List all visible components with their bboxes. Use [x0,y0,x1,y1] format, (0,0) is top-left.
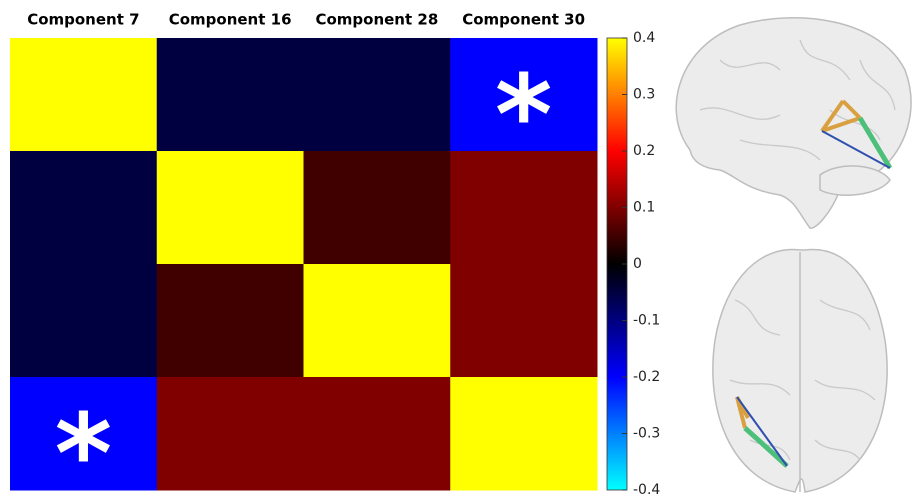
colorbar-tick-label: 0.1 [633,200,655,216]
heatmap-cell [157,264,304,378]
colorbar-tick-label: 0.3 [633,87,655,103]
heatmap-cell [304,264,451,378]
heatmap-cell [304,151,451,265]
heatmap-cell [157,377,304,491]
cell-label: * [55,390,113,498]
column-header: Component 7 [27,11,139,29]
colorbar-tick-label: -0.3 [633,426,660,442]
cell-label: * [495,51,553,179]
column-header: Component 30 [462,11,585,29]
chart: Component 7 Component 16 Component 28 Compo… [0,0,921,498]
heatmap-cell [450,264,597,378]
heatmap-cell [10,38,157,152]
heatmap-cell [304,38,451,152]
colorbar-tick-label: 0.2 [633,143,655,159]
heatmap-cell [304,377,451,491]
brain-side-view [676,18,911,228]
column-header: Component 16 [169,11,292,29]
colorbar-tick-label: -0.2 [633,369,660,385]
heatmap-cell [157,151,304,265]
brain-top-view [713,250,887,492]
heatmap-cell [10,264,157,378]
column-header: Component 28 [315,11,438,29]
heatmap-cell [10,151,157,265]
colorbar-tick-label: -0.1 [633,313,660,329]
heatmap-cell [157,38,304,152]
colorbar-tick-label: -0.4 [633,482,660,498]
colorbar-tick-label: 0.4 [633,30,655,46]
colorbar-tick-label: 0 [633,256,642,272]
heatmap-cell [450,377,597,491]
